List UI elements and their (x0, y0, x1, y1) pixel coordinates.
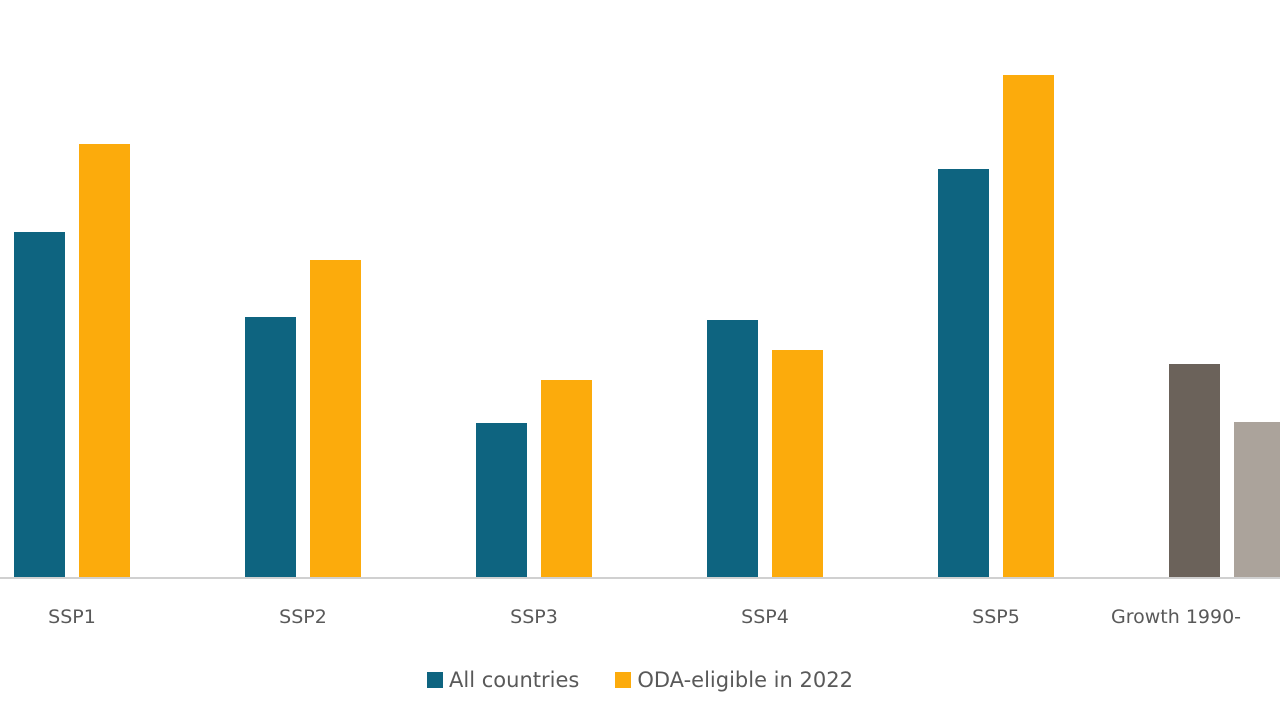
bar-ssp1-oda-eligible (79, 144, 130, 577)
legend-label: ODA-eligible in 2022 (637, 668, 853, 692)
x-tick-label: Growth 1990- (1111, 606, 1241, 628)
x-axis-ticks: SSP1 SSP2 SSP3 SSP4 SSP5 Growth 1990- (48, 606, 1241, 628)
bar-ssp4-oda-eligible (772, 350, 823, 577)
bar-ssp1-all-countries (14, 232, 65, 577)
legend: All countries ODA-eligible in 2022 (0, 668, 1280, 692)
bar-ssp2-oda-eligible (310, 260, 361, 577)
x-tick-label: SSP2 (279, 606, 327, 628)
bars-group (14, 75, 1280, 577)
bar-historical-all-countries (1169, 364, 1220, 577)
legend-label: All countries (449, 668, 580, 692)
bar-ssp4-all-countries (707, 320, 758, 577)
bar-ssp5-all-countries (938, 169, 989, 577)
bar-ssp2-all-countries (245, 317, 296, 577)
legend-item-all-countries: All countries (427, 668, 579, 692)
x-tick-label: SSP3 (510, 606, 558, 628)
bar-ssp3-all-countries (476, 423, 527, 577)
bar-historical-oda-eligible (1234, 422, 1280, 577)
legend-item-oda-eligible: ODA-eligible in 2022 (615, 668, 853, 692)
legend-swatch-oda-eligible (615, 672, 632, 688)
x-tick-label: SSP4 (741, 606, 789, 628)
x-tick-label: SSP1 (48, 606, 96, 628)
legend-swatch-all-countries (427, 672, 444, 688)
x-tick-label: SSP5 (972, 606, 1020, 628)
bar-ssp5-oda-eligible (1003, 75, 1054, 577)
bar-ssp3-oda-eligible (541, 380, 592, 577)
